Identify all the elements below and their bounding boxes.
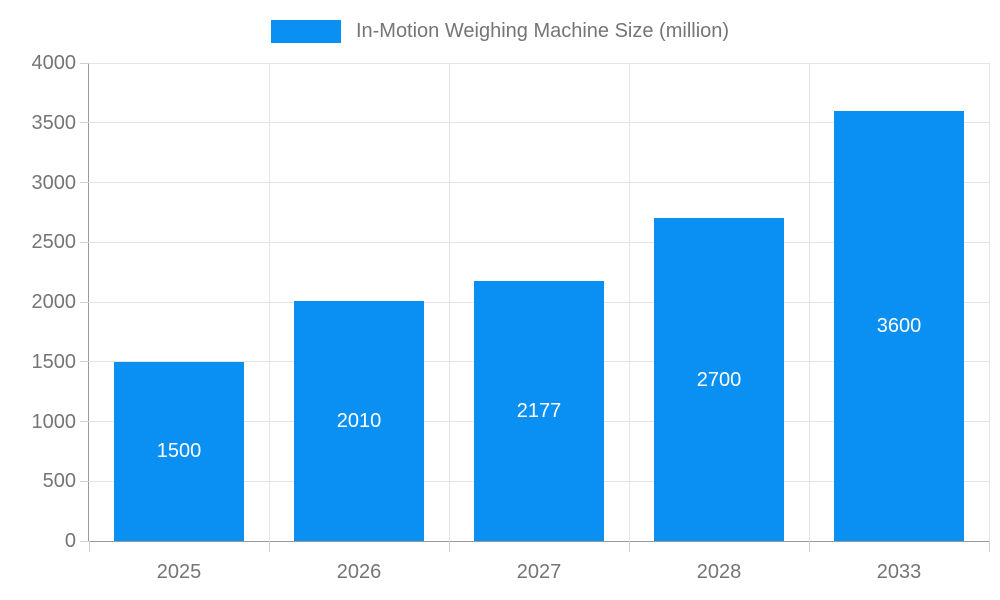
x-tick	[988, 541, 990, 552]
bar-value-label: 2177	[516, 399, 562, 422]
x-tick	[448, 541, 450, 552]
x-tick	[88, 541, 90, 552]
y-tick	[80, 361, 89, 363]
gridline-vertical	[268, 63, 270, 541]
legend-swatch	[270, 19, 341, 43]
x-axis-label: 2033	[876, 561, 922, 583]
gridline-horizontal	[89, 122, 989, 124]
bar-value-label: 2010	[336, 409, 382, 432]
y-axis-label: 1500	[31, 350, 77, 373]
bar-value-label: 3600	[876, 314, 922, 337]
y-tick	[80, 241, 89, 243]
legend-label: In-Motion Weighing Machine Size (million…	[355, 20, 730, 42]
y-axis-label: 500	[42, 470, 76, 493]
y-axis-label: 3000	[31, 171, 77, 194]
gridline-vertical	[448, 63, 450, 541]
y-tick	[80, 480, 89, 482]
gridline-horizontal	[89, 241, 989, 243]
y-tick	[80, 301, 89, 303]
x-axis-label: 2026	[336, 561, 382, 583]
y-axis-label: 1000	[31, 410, 77, 433]
legend-item[interactable]: In-Motion Weighing Machine Size (million…	[270, 19, 730, 43]
y-tick	[80, 62, 89, 64]
x-tick	[628, 541, 630, 552]
gridline-vertical	[628, 63, 630, 541]
plot-area: 0 500 1000 1500 2000 2500 3000 3500 4000 1500 2025…	[32, 52, 990, 583]
bar: 2177	[474, 280, 604, 541]
y-axis-label: 0	[64, 530, 76, 552]
x-tick	[268, 541, 270, 552]
y-axis-label: 4000	[31, 52, 77, 74]
gridline-vertical	[988, 63, 990, 541]
y-tick	[80, 421, 89, 422]
y-axis-label: 2000	[31, 291, 77, 313]
y-tick	[80, 540, 89, 542]
x-tick	[808, 541, 810, 552]
gridline-vertical	[808, 63, 810, 541]
y-tick	[80, 182, 89, 183]
y-axis-label: 2500	[31, 231, 77, 254]
y-tick	[80, 122, 89, 124]
bar-value-label: 1500	[156, 440, 202, 463]
legend: In-Motion Weighing Machine Size (million…	[0, 19, 1000, 43]
bar: 3600	[834, 110, 964, 541]
gridline-horizontal	[89, 182, 989, 183]
y-axis-label: 3500	[31, 111, 77, 134]
gridline-horizontal	[89, 62, 989, 64]
x-axis-label: 2028	[696, 561, 742, 583]
bar: 2700	[654, 218, 784, 541]
bar-value-label: 2700	[696, 368, 742, 391]
x-axis-label: 2027	[516, 561, 562, 583]
x-axis-label: 2025	[156, 561, 202, 583]
bar: 2010	[294, 300, 424, 541]
bar: 1500	[114, 361, 244, 541]
